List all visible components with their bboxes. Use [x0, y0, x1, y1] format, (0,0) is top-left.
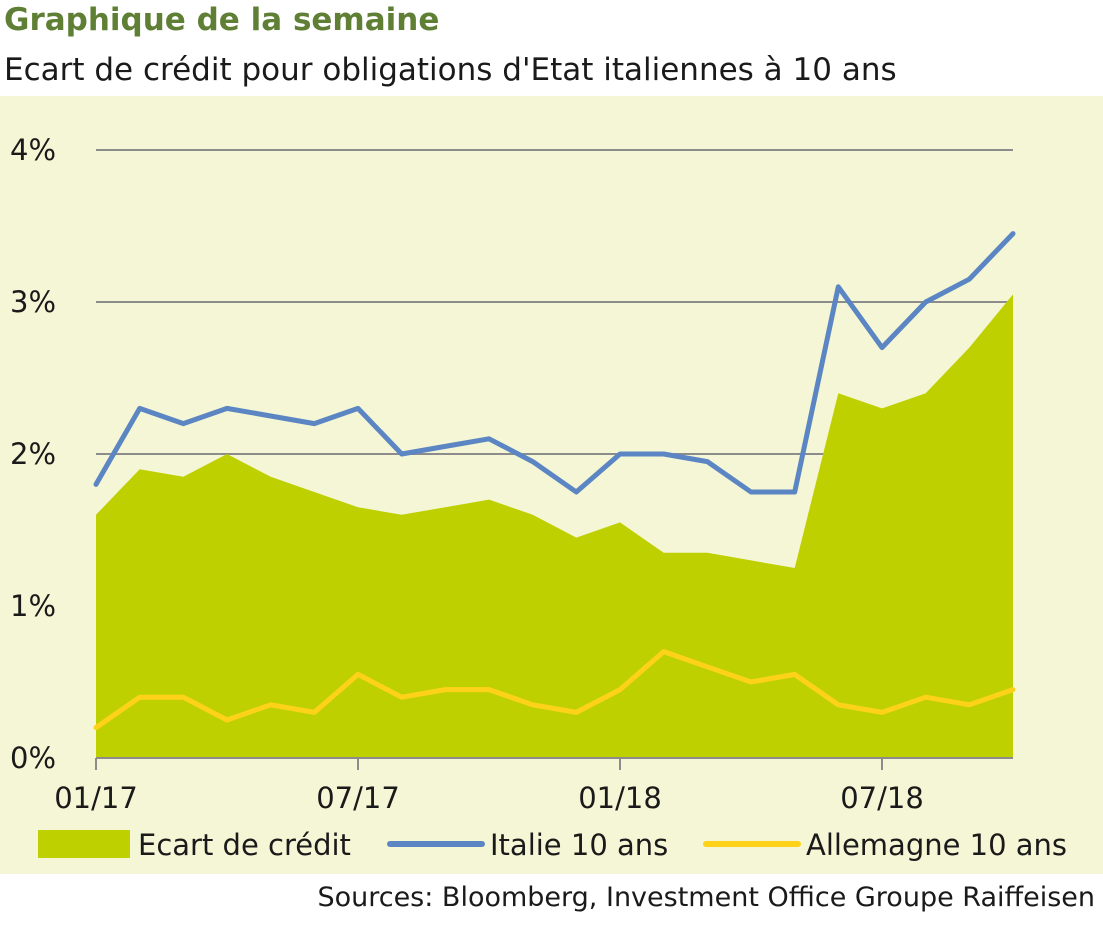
- x-tick-label: 01/17: [54, 781, 138, 815]
- y-tick-label: 0%: [10, 741, 56, 775]
- legend-label: Italie 10 ans: [490, 828, 668, 862]
- series-area-ecart-de-credit: [96, 294, 1013, 758]
- y-tick-label: 3%: [10, 285, 56, 319]
- legend-label: Ecart de crédit: [138, 828, 351, 862]
- series-line-italie-10-ans: [93, 231, 1016, 495]
- series-line-allemagne-10-ans: [93, 649, 1016, 731]
- y-tick-label: 1%: [10, 589, 56, 623]
- plot-panel: 0% 1% 2% 3% 4% 01/17 07/17 01/18 07/18 Ecart de c…: [0, 96, 1103, 874]
- x-tick-label: 01/18: [578, 781, 662, 815]
- chart: 0% 1% 2% 3% 4% 01/17 07/17 01/18 07/18 Ecart de c…: [10, 133, 1067, 862]
- x-tick-label: 07/18: [840, 781, 924, 815]
- y-tick-label: 2%: [10, 437, 56, 471]
- y-tick-label: 4%: [10, 133, 56, 167]
- x-tick-label: 07/17: [316, 781, 400, 815]
- source-note: Sources: Bloomberg, Investment Office Gr…: [317, 882, 1095, 913]
- chart-title: Ecart de crédit pour obligations d'Etat …: [4, 52, 897, 88]
- legend-label: Allemagne 10 ans: [806, 828, 1067, 862]
- legend-swatch-ecart-de-credit: [38, 830, 130, 858]
- chart-kicker: Graphique de la semaine: [4, 2, 440, 38]
